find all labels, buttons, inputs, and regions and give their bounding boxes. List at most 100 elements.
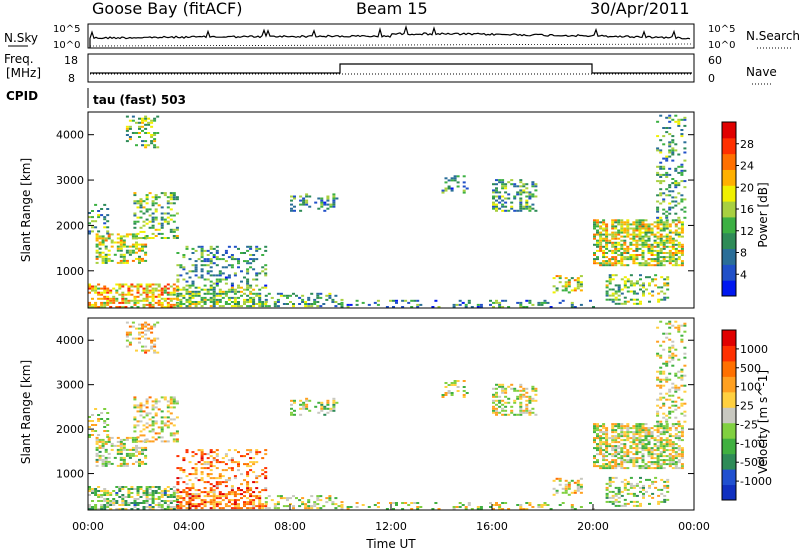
power-cell — [243, 301, 246, 303]
velocity-cell — [194, 453, 198, 456]
velocity-cell — [293, 401, 296, 404]
velocity-cell — [605, 488, 609, 491]
velocity-cell — [122, 442, 126, 445]
velocity-cell — [462, 386, 466, 388]
power-cell — [290, 195, 293, 198]
velocity-cell — [151, 496, 155, 498]
velocity-cell — [464, 506, 468, 508]
velocity-cell — [125, 345, 129, 348]
power-cell — [596, 258, 599, 261]
velocity-cell — [135, 450, 138, 453]
velocity-cell — [623, 447, 627, 450]
velocity-cell — [135, 438, 138, 441]
velocity-cell — [416, 506, 420, 508]
velocity-cell — [528, 409, 532, 412]
power-cell — [638, 247, 642, 250]
velocity-cell — [662, 461, 666, 464]
velocity-cell — [304, 505, 308, 508]
power-cell — [495, 205, 498, 208]
velocity-cell — [157, 436, 161, 439]
power-cell — [501, 179, 505, 182]
velocity-cell — [169, 434, 173, 437]
velocity-cell — [139, 434, 143, 437]
power-cell — [632, 235, 636, 238]
velocity-cell — [659, 451, 663, 454]
power-cell — [498, 191, 502, 194]
velocity-cell — [172, 418, 176, 421]
power-cell — [456, 181, 460, 184]
power-cell — [127, 293, 131, 296]
power-cell — [91, 230, 94, 233]
velocity-cell — [227, 459, 231, 462]
velocity-cell — [516, 504, 520, 506]
velocity-cell — [608, 500, 612, 503]
velocity-cell — [139, 404, 143, 407]
velocity-cell — [215, 449, 219, 452]
power-cell — [671, 200, 675, 203]
power-cell — [528, 195, 532, 198]
power-cell — [163, 237, 167, 239]
velocity-cell — [593, 429, 596, 432]
velocity-cell — [635, 425, 639, 428]
power-cell — [605, 245, 609, 248]
power-cell — [128, 138, 132, 141]
velocity-cell — [131, 448, 135, 451]
power-cell — [638, 254, 642, 256]
velocity-cell — [546, 504, 550, 506]
velocity-cell — [614, 504, 618, 507]
velocity-cell — [635, 443, 639, 446]
power-cell — [97, 283, 101, 286]
velocity-cell — [620, 504, 624, 507]
velocity-cell — [534, 387, 538, 390]
power-cell — [135, 257, 138, 260]
velocity-cell — [261, 469, 265, 472]
power-cell — [614, 260, 618, 263]
power-cell — [194, 249, 198, 252]
power-cell — [237, 286, 240, 289]
power-cell — [564, 285, 568, 288]
velocity-cell — [182, 489, 186, 492]
velocity-cell — [147, 337, 151, 340]
power-cell — [106, 297, 110, 300]
velocity-cell — [683, 402, 687, 405]
velocity-cell — [650, 453, 654, 456]
power-cell — [671, 135, 675, 138]
velocity-cell — [154, 504, 158, 506]
power-cell — [656, 225, 660, 228]
velocity-cell — [593, 441, 596, 444]
power-cell — [617, 254, 621, 256]
velocity-cell — [632, 492, 636, 495]
velocity-cell — [623, 502, 627, 505]
velocity-cell — [492, 409, 495, 412]
velocity-cell — [644, 463, 648, 466]
velocity-cell — [638, 425, 642, 428]
power-cell — [525, 183, 529, 186]
velocity-cell — [638, 431, 642, 434]
power-cell — [150, 119, 154, 122]
velocity-cell — [191, 467, 195, 470]
power-cell — [507, 193, 511, 196]
power-cell — [142, 303, 146, 306]
power-cell — [501, 205, 505, 208]
power-cell — [135, 241, 138, 244]
velocity-cell — [145, 498, 149, 500]
velocity-cell — [608, 461, 612, 464]
velocity-cell — [166, 404, 170, 407]
velocity-cell — [453, 380, 457, 382]
velocity-cell — [498, 508, 502, 510]
velocity-cell — [611, 429, 615, 432]
power-cell — [218, 258, 222, 261]
power-cell — [666, 288, 670, 291]
power-cell — [148, 283, 152, 286]
velocity-cell — [522, 411, 526, 414]
velocity-cell — [104, 442, 108, 445]
power-cell — [656, 171, 660, 174]
velocity-cell — [240, 507, 243, 510]
velocity-cell — [194, 463, 198, 466]
velocity-cell — [185, 501, 189, 504]
power-cell — [130, 285, 134, 288]
power-cell — [148, 192, 152, 195]
power-cell — [122, 257, 126, 260]
velocity-cell — [623, 484, 627, 487]
velocity-cell — [110, 442, 114, 445]
